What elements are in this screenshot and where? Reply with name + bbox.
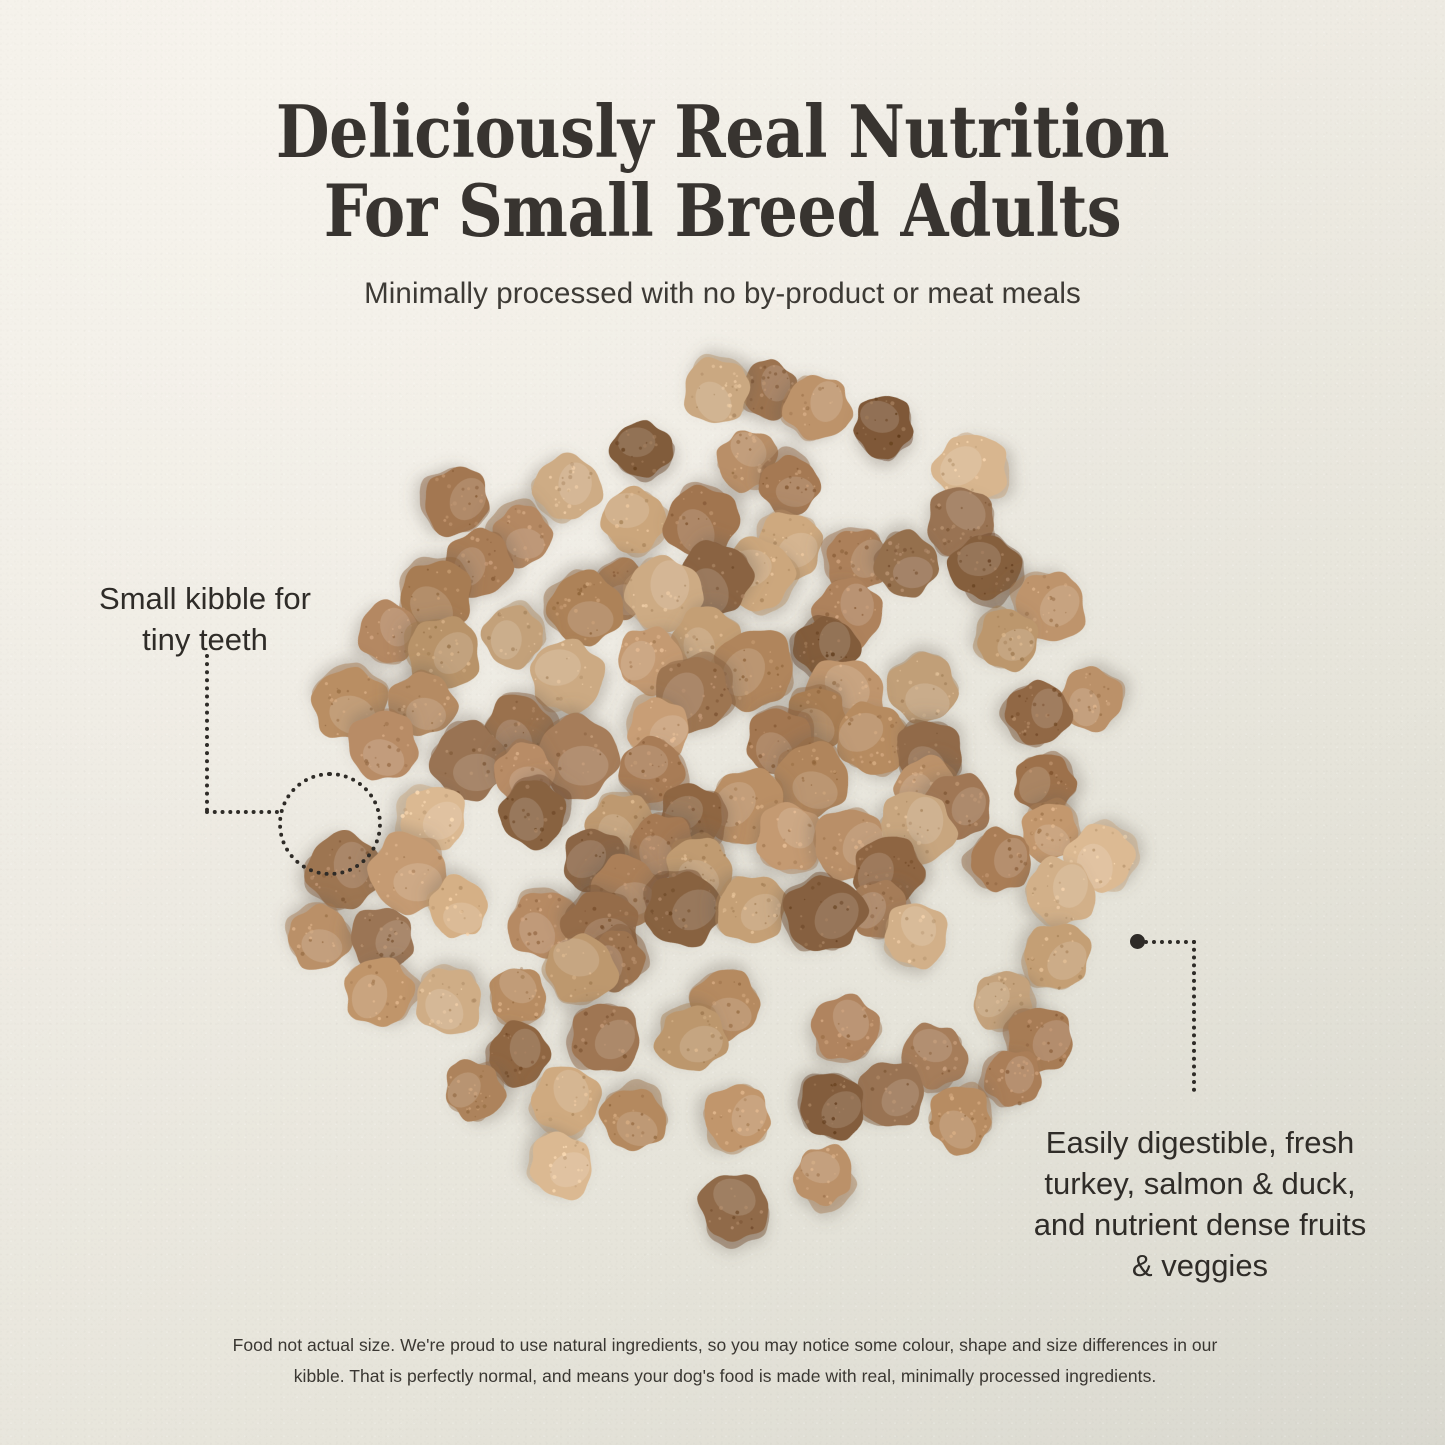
annotation-easily-digestible: Easily digestible, fresh turkey, salmon … xyxy=(985,1122,1415,1286)
leader-node-right xyxy=(1130,934,1145,949)
annotation-small-kibble-line1: Small kibble for xyxy=(99,581,311,616)
page-subtitle: Minimally processed with no by-product o… xyxy=(364,277,1081,310)
leader-line-left-vertical xyxy=(205,654,209,812)
page-title-line1: Deliciously Real Nutrition xyxy=(275,89,1170,174)
leader-line-right-horizontal xyxy=(1144,940,1196,944)
annotation-easily-digestible-line1: Easily digestible, fresh xyxy=(1045,1125,1355,1160)
annotation-easily-digestible-line2: turkey, salmon & duck, xyxy=(1044,1166,1356,1201)
annotation-small-kibble: Small kibble for tiny teeth xyxy=(60,578,350,660)
kibble-highlight-circle xyxy=(278,772,382,876)
annotation-easily-digestible-line4: & veggies xyxy=(1131,1248,1269,1283)
page-title-line2: For Small Breed Adults xyxy=(323,168,1122,253)
footnote-line2: kibble. That is perfectly normal, and me… xyxy=(293,1366,1157,1386)
footnote-line1: Food not actual size. We're proud to use… xyxy=(232,1335,1218,1355)
annotation-easily-digestible-line3: and nutrient dense fruits xyxy=(1033,1207,1367,1242)
footnote-disclaimer: Food not actual size. We're proud to use… xyxy=(215,1330,1235,1392)
annotation-small-kibble-line2: tiny teeth xyxy=(142,622,268,657)
leader-line-left-horizontal xyxy=(205,810,279,814)
header-block: Deliciously Real Nutrition For Small Bre… xyxy=(0,92,1445,312)
leader-line-right-vertical xyxy=(1192,940,1196,1092)
